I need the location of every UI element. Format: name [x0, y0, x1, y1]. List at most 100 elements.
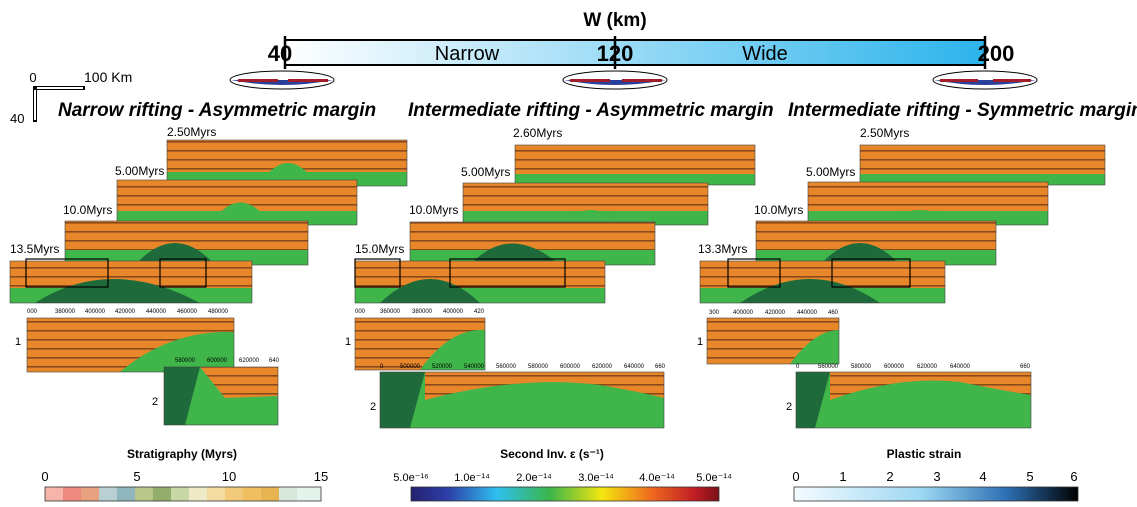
zoom-intsym-1-tick: 400000: [733, 310, 754, 316]
setup-ellipse-wide: [932, 70, 1038, 90]
time-intasym-t1: 2.60Myrs: [513, 126, 562, 140]
legend-bar-stratigraphy: [44, 486, 322, 502]
zoom-intsym-2-tick: 660: [1020, 364, 1031, 370]
zoom-narrow-2-tick: 620000: [239, 358, 260, 364]
legend-bar-strain-rate: [410, 486, 720, 502]
legend-bar-plastic-strain: [793, 486, 1079, 502]
scale-word-narrow: Narrow: [435, 43, 500, 65]
km-scale-hundred: 100 Km: [84, 69, 132, 85]
legend-sr-tick: 5.0e⁻¹⁴: [696, 472, 732, 484]
zoom-intasym-2-tick: 500000: [400, 364, 421, 370]
zoom-label-intasym-1: 1: [345, 336, 351, 348]
zoom-narrow-1-tick: 480000: [208, 309, 229, 315]
zoom-intsym-1-tick: 440000: [797, 310, 818, 316]
km-scale-zero: 0: [29, 70, 36, 85]
time-intsym-t3: 10.0Myrs: [754, 203, 803, 217]
legend-ps-tick: 2: [886, 469, 893, 484]
time-intasym-t3: 10.0Myrs: [409, 203, 458, 217]
legend-strat-tick: 0: [41, 469, 48, 484]
zoom-intasym-2-tick: 520000: [432, 364, 453, 370]
zoom-intasym-1: [354, 317, 486, 371]
legend-sr-tick: 4.0e⁻¹⁴: [639, 472, 675, 484]
legend-strat-tick: 10: [222, 469, 236, 484]
zoom-intsym-1-tick: 420000: [765, 310, 786, 316]
zoom-intasym-1-tick: 420: [474, 309, 485, 315]
panel-intsym-t4: [699, 258, 946, 304]
panel-narrow-t3: [64, 220, 309, 266]
legend-ps-tick: 1: [839, 469, 846, 484]
zoom-intasym-2: [379, 371, 665, 429]
legend-ps-tick: 3: [933, 469, 940, 484]
legend-strat-tick: 5: [133, 469, 140, 484]
legend-title-stratigraphy: Stratigraphy (Myrs): [127, 447, 237, 461]
zoom-narrow-1-tick: 420000: [115, 309, 136, 315]
legend-ps-tick: 0: [792, 469, 799, 484]
zoom-narrow-1-tick: 400000: [85, 309, 106, 315]
panel-narrow-t4: [9, 258, 253, 304]
zoom-narrow-1-tick: 000: [27, 309, 38, 315]
zoom-narrow-1-tick: 440000: [146, 309, 167, 315]
time-narrow-t3: 10.0Myrs: [63, 203, 112, 217]
scale-label-40: 40: [268, 41, 292, 66]
zoom-intsym-2-tick: 600000: [884, 364, 905, 370]
zoom-intsym-2-tick: 580000: [851, 364, 872, 370]
zoom-label-narrow-2: 2: [152, 396, 158, 408]
legend-sr-tick: 2.0e⁻¹⁴: [516, 472, 552, 484]
scale-word-wide: Wide: [742, 43, 788, 65]
zoom-label-narrow-1: 1: [15, 336, 21, 348]
legend-sr-tick: 1.0e⁻¹⁴: [454, 472, 490, 484]
zoom-narrow-2: [163, 366, 279, 426]
zoom-narrow-2-tick: 640: [269, 358, 280, 364]
scale-label-120: 120: [597, 41, 634, 66]
panel-intasym-t2: [462, 182, 709, 226]
zoom-intsym-2-tick: 0: [796, 364, 800, 370]
width-scale-bar: [284, 39, 986, 66]
zoom-intasym-1-tick: 400000: [443, 309, 464, 315]
column-title-narrow: Narrow rifting - Asymmetric margin: [58, 100, 376, 121]
legend-strat-tick: 15: [314, 469, 328, 484]
zoom-label-intsym-2: 2: [786, 401, 792, 413]
zoom-intasym-2-tick: 600000: [560, 364, 581, 370]
zoom-narrow-2-tick: 580000: [175, 358, 196, 364]
panel-intsym-t3: [755, 220, 997, 266]
legend-sr-tick: 5.0e⁻¹⁶: [393, 472, 428, 484]
zoom-narrow-1: [26, 317, 235, 373]
legend-title-plastic-strain: Plastic strain: [887, 447, 962, 461]
setup-ellipse-intermediate: [562, 70, 668, 90]
legend-ps-tick: 5: [1026, 469, 1033, 484]
scale-label-200: 200: [978, 41, 1015, 66]
time-intsym-t2: 5.00Myrs: [806, 165, 855, 179]
zoom-intasym-2-tick: 620000: [592, 364, 613, 370]
setup-ellipse-narrow: [229, 70, 335, 90]
zoom-intsym-2-tick: 640000: [950, 364, 971, 370]
zoom-intasym-2-tick: 560000: [496, 364, 517, 370]
zoom-intsym-2-tick: 560000: [818, 364, 839, 370]
zoom-intsym-2-tick: 620000: [917, 364, 938, 370]
column-title-intermediate-asym: Intermediate rifting - Asymmetric margin: [408, 100, 774, 121]
time-intasym-t2: 5.00Myrs: [461, 165, 510, 179]
km-scale-bar: 0 100 Km 40: [10, 69, 132, 126]
header-title: W (km): [583, 10, 646, 31]
panel-intasym-t3: [409, 221, 656, 266]
zoom-intsym-1: [706, 317, 840, 365]
legend-ps-tick: 4: [979, 469, 986, 484]
zoom-narrow-1-tick: 380000: [55, 309, 76, 315]
zoom-intasym-2-tick: 640000: [624, 364, 645, 370]
zoom-label-intasym-2: 2: [370, 401, 376, 413]
zoom-intasym-2-tick: 0: [380, 364, 384, 370]
zoom-intasym-1-tick: 380000: [412, 309, 433, 315]
zoom-label-intsym-1: 1: [697, 336, 703, 348]
time-intsym-t4: 13.3Myrs: [698, 242, 747, 256]
zoom-intasym-2-tick: 580000: [528, 364, 549, 370]
zoom-intsym-1-tick: 460: [828, 310, 839, 316]
zoom-intsym-2: [795, 371, 1032, 429]
zoom-narrow-1-tick: 460000: [177, 309, 198, 315]
legend-ps-tick: 6: [1070, 469, 1077, 484]
time-narrow-t4: 13.5Myrs: [10, 242, 59, 256]
panel-narrow-t1: [166, 139, 408, 187]
zoom-intasym-1-tick: 360000: [380, 309, 401, 315]
panel-intasym-t1: [514, 144, 756, 186]
time-narrow-t1: 2.50Myrs: [167, 125, 216, 139]
panel-intsym-t1: [859, 144, 1106, 186]
